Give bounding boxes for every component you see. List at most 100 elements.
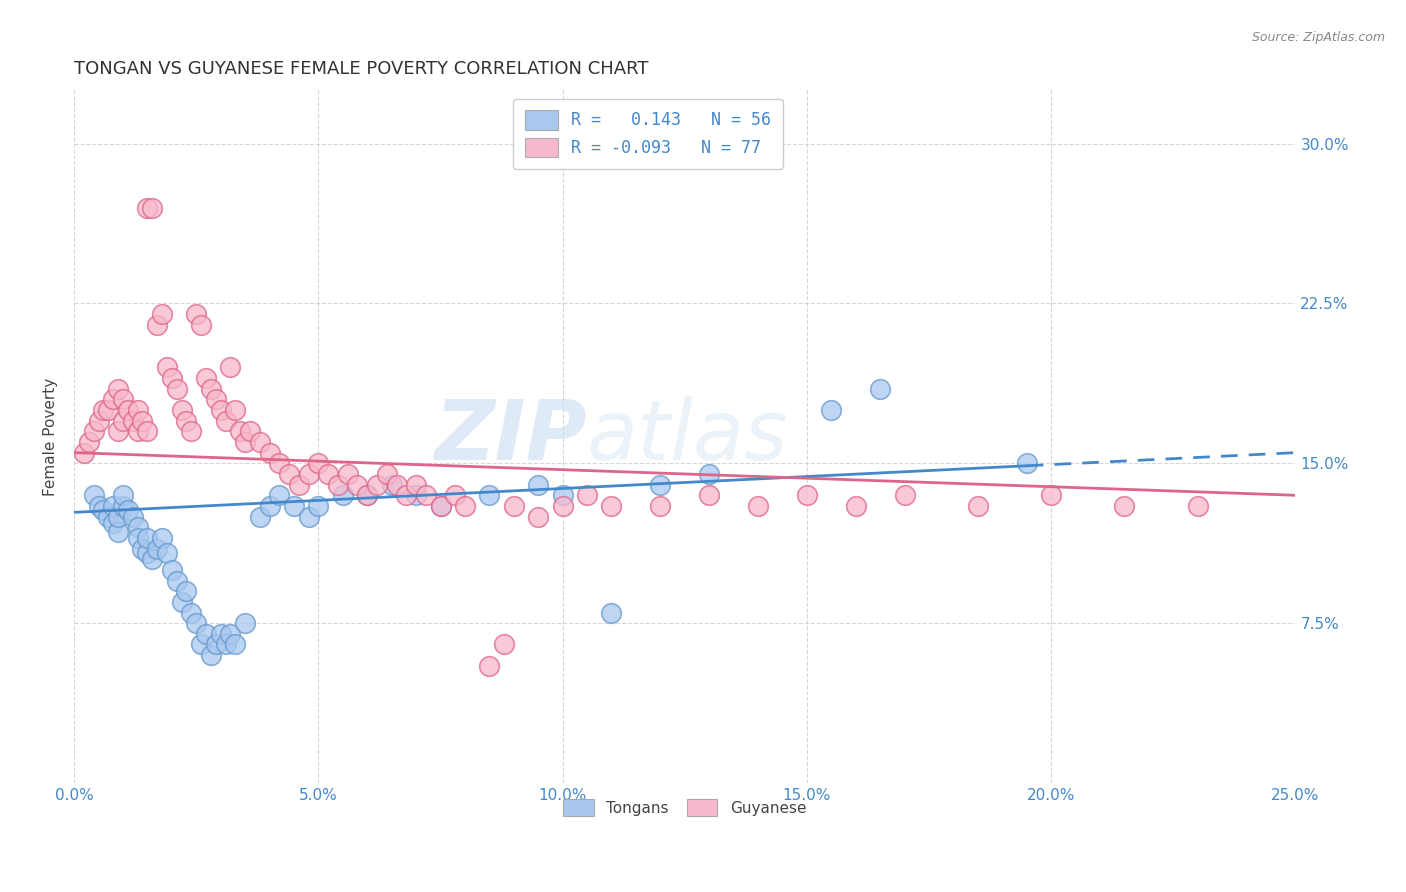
- Point: [111, 414, 134, 428]
- Point: [219, 627, 242, 641]
- Point: [160, 563, 183, 577]
- Point: [97, 403, 120, 417]
- Point: [131, 541, 153, 556]
- Point: [166, 382, 188, 396]
- Point: [249, 509, 271, 524]
- Point: [336, 467, 359, 481]
- Point: [527, 509, 550, 524]
- Point: [107, 382, 129, 396]
- Point: [259, 445, 281, 459]
- Point: [405, 488, 427, 502]
- Point: [385, 477, 408, 491]
- Point: [576, 488, 599, 502]
- Point: [176, 584, 198, 599]
- Point: [127, 425, 149, 439]
- Point: [190, 638, 212, 652]
- Point: [166, 574, 188, 588]
- Point: [600, 606, 623, 620]
- Point: [176, 414, 198, 428]
- Point: [186, 307, 208, 321]
- Point: [209, 627, 232, 641]
- Point: [204, 638, 226, 652]
- Point: [224, 638, 246, 652]
- Point: [747, 499, 769, 513]
- Point: [107, 509, 129, 524]
- Point: [117, 503, 139, 517]
- Point: [214, 414, 236, 428]
- Point: [600, 499, 623, 513]
- Point: [356, 488, 378, 502]
- Point: [170, 595, 193, 609]
- Point: [127, 531, 149, 545]
- Point: [156, 546, 179, 560]
- Point: [107, 425, 129, 439]
- Point: [200, 648, 222, 662]
- Point: [1040, 488, 1063, 502]
- Point: [307, 499, 329, 513]
- Point: [356, 488, 378, 502]
- Point: [478, 658, 501, 673]
- Y-axis label: Female Poverty: Female Poverty: [44, 377, 58, 496]
- Point: [259, 499, 281, 513]
- Point: [101, 392, 124, 407]
- Point: [249, 434, 271, 449]
- Point: [332, 488, 354, 502]
- Point: [967, 499, 990, 513]
- Point: [200, 382, 222, 396]
- Point: [190, 318, 212, 332]
- Point: [697, 488, 720, 502]
- Point: [650, 477, 672, 491]
- Point: [121, 509, 143, 524]
- Point: [73, 445, 96, 459]
- Point: [454, 499, 477, 513]
- Point: [233, 616, 256, 631]
- Point: [224, 403, 246, 417]
- Point: [111, 499, 134, 513]
- Point: [527, 477, 550, 491]
- Point: [415, 488, 437, 502]
- Text: TONGAN VS GUYANESE FEMALE POVERTY CORRELATION CHART: TONGAN VS GUYANESE FEMALE POVERTY CORREL…: [75, 60, 648, 78]
- Point: [186, 616, 208, 631]
- Point: [150, 531, 173, 545]
- Point: [229, 425, 252, 439]
- Point: [141, 552, 163, 566]
- Point: [180, 425, 202, 439]
- Point: [111, 392, 134, 407]
- Point: [117, 403, 139, 417]
- Point: [219, 360, 242, 375]
- Point: [239, 425, 262, 439]
- Text: atlas: atlas: [588, 396, 789, 477]
- Point: [269, 488, 291, 502]
- Text: ZIP: ZIP: [434, 396, 588, 477]
- Point: [395, 488, 418, 502]
- Point: [77, 434, 100, 449]
- Text: Source: ZipAtlas.com: Source: ZipAtlas.com: [1251, 31, 1385, 45]
- Point: [492, 638, 515, 652]
- Point: [107, 524, 129, 539]
- Point: [1015, 456, 1038, 470]
- Point: [278, 467, 301, 481]
- Point: [316, 467, 339, 481]
- Point: [93, 503, 115, 517]
- Point: [845, 499, 868, 513]
- Point: [97, 509, 120, 524]
- Point: [381, 477, 404, 491]
- Point: [214, 638, 236, 652]
- Point: [127, 403, 149, 417]
- Point: [87, 499, 110, 513]
- Point: [101, 516, 124, 530]
- Point: [346, 477, 368, 491]
- Point: [283, 499, 305, 513]
- Point: [297, 467, 319, 481]
- Point: [121, 414, 143, 428]
- Point: [111, 488, 134, 502]
- Point: [697, 467, 720, 481]
- Point: [195, 627, 218, 641]
- Point: [83, 488, 105, 502]
- Legend: Tongans, Guyanese: Tongans, Guyanese: [555, 791, 814, 824]
- Point: [326, 477, 349, 491]
- Point: [195, 371, 218, 385]
- Point: [893, 488, 915, 502]
- Point: [650, 499, 672, 513]
- Point: [429, 499, 451, 513]
